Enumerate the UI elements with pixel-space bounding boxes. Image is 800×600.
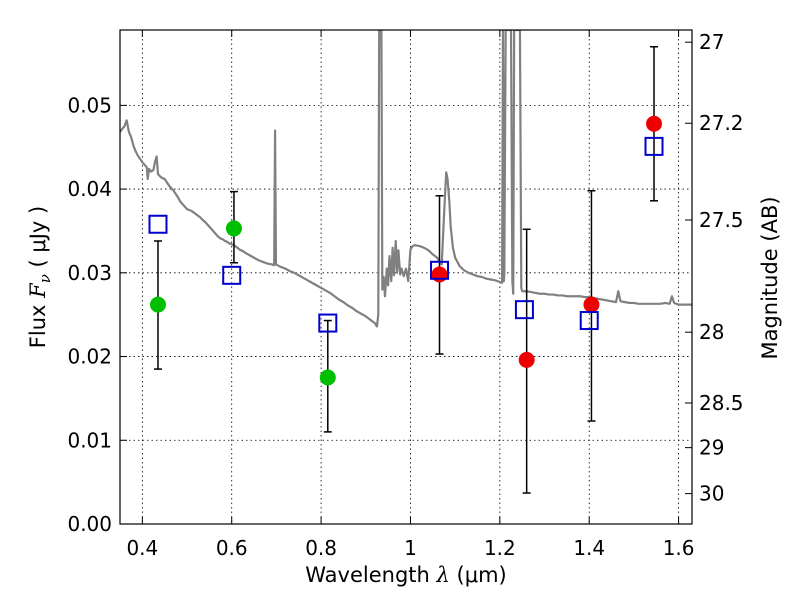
- y-tick-label: 0.05: [67, 93, 112, 117]
- model-photometry-square: [514, 300, 534, 320]
- y-tick-label: 0.00: [67, 512, 112, 536]
- x-tick-label: 0.8: [305, 536, 337, 560]
- y2-tick-label: 29: [699, 436, 724, 460]
- y2-tick-labels: 27 27.2 27.5 28 28.5 29 30: [699, 30, 744, 505]
- x-axis-label-text: Wavelength: [305, 563, 430, 587]
- red-observed-point: [646, 115, 663, 132]
- y-axis-label-unit: ( μJy ): [26, 206, 50, 268]
- x-tick-label: 1.2: [484, 536, 516, 560]
- x-tick-label: 1.4: [573, 536, 605, 560]
- model-photometry-square: [430, 260, 450, 280]
- model-photometry-square: [579, 311, 599, 331]
- y2-axis-label: Magnitude (AB): [758, 196, 782, 359]
- y-tick-label: 0.01: [67, 428, 112, 452]
- x-tick-label: 1.6: [663, 536, 695, 560]
- marker-layer: [148, 115, 664, 386]
- y-axis-label-symbol: F: [26, 282, 50, 299]
- x-axis-label: Wavelength λ (μm): [305, 563, 506, 587]
- y-tick-label: 0.04: [67, 177, 112, 201]
- y2-tick-label: 27: [699, 30, 724, 54]
- green-observed-point: [319, 369, 336, 386]
- y2-tick-label: 27.2: [699, 111, 744, 135]
- x-axis-label-unit: (μm): [457, 563, 507, 587]
- green-observed-point: [149, 296, 166, 313]
- red-observed-point: [583, 296, 600, 313]
- y-tick-label: 0.02: [67, 345, 112, 369]
- x-tick-label: 0.6: [216, 536, 248, 560]
- model-photometry-square: [644, 136, 664, 156]
- y2-tick-label: 28.5: [699, 391, 744, 415]
- spectrum-layer: [120, 30, 692, 328]
- x-tick-label: 0.4: [126, 536, 158, 560]
- tick-marks: [120, 30, 692, 525]
- model-photometry-square: [222, 265, 242, 285]
- y-axis-label-subscript: ν: [36, 274, 54, 283]
- model-photometry-square: [318, 313, 338, 333]
- green-observed-point: [225, 220, 242, 237]
- x-axis-label-symbol: λ: [436, 563, 450, 587]
- spectrum-line: [120, 30, 692, 328]
- y-tick-labels: 0.00 0.01 0.02 0.03 0.04 0.05: [67, 93, 112, 536]
- y-tick-label: 0.03: [67, 261, 112, 285]
- x-tick-labels: 0.4 0.6 0.8 1 1.2 1.4 1.6: [126, 536, 694, 560]
- grid: [120, 30, 692, 524]
- red-observed-point: [518, 351, 535, 368]
- y2-tick-label: 30: [699, 482, 724, 506]
- y-axis-label: Flux Fν ( μJy ): [26, 206, 54, 348]
- y2-tick-label: 28: [699, 320, 724, 344]
- y2-tick-label: 27.5: [699, 208, 744, 232]
- y-axis-label-text: Flux: [26, 305, 50, 349]
- x-tick-label: 1: [404, 536, 417, 560]
- plot-frame: [119, 29, 693, 525]
- model-photometry-square: [148, 214, 168, 234]
